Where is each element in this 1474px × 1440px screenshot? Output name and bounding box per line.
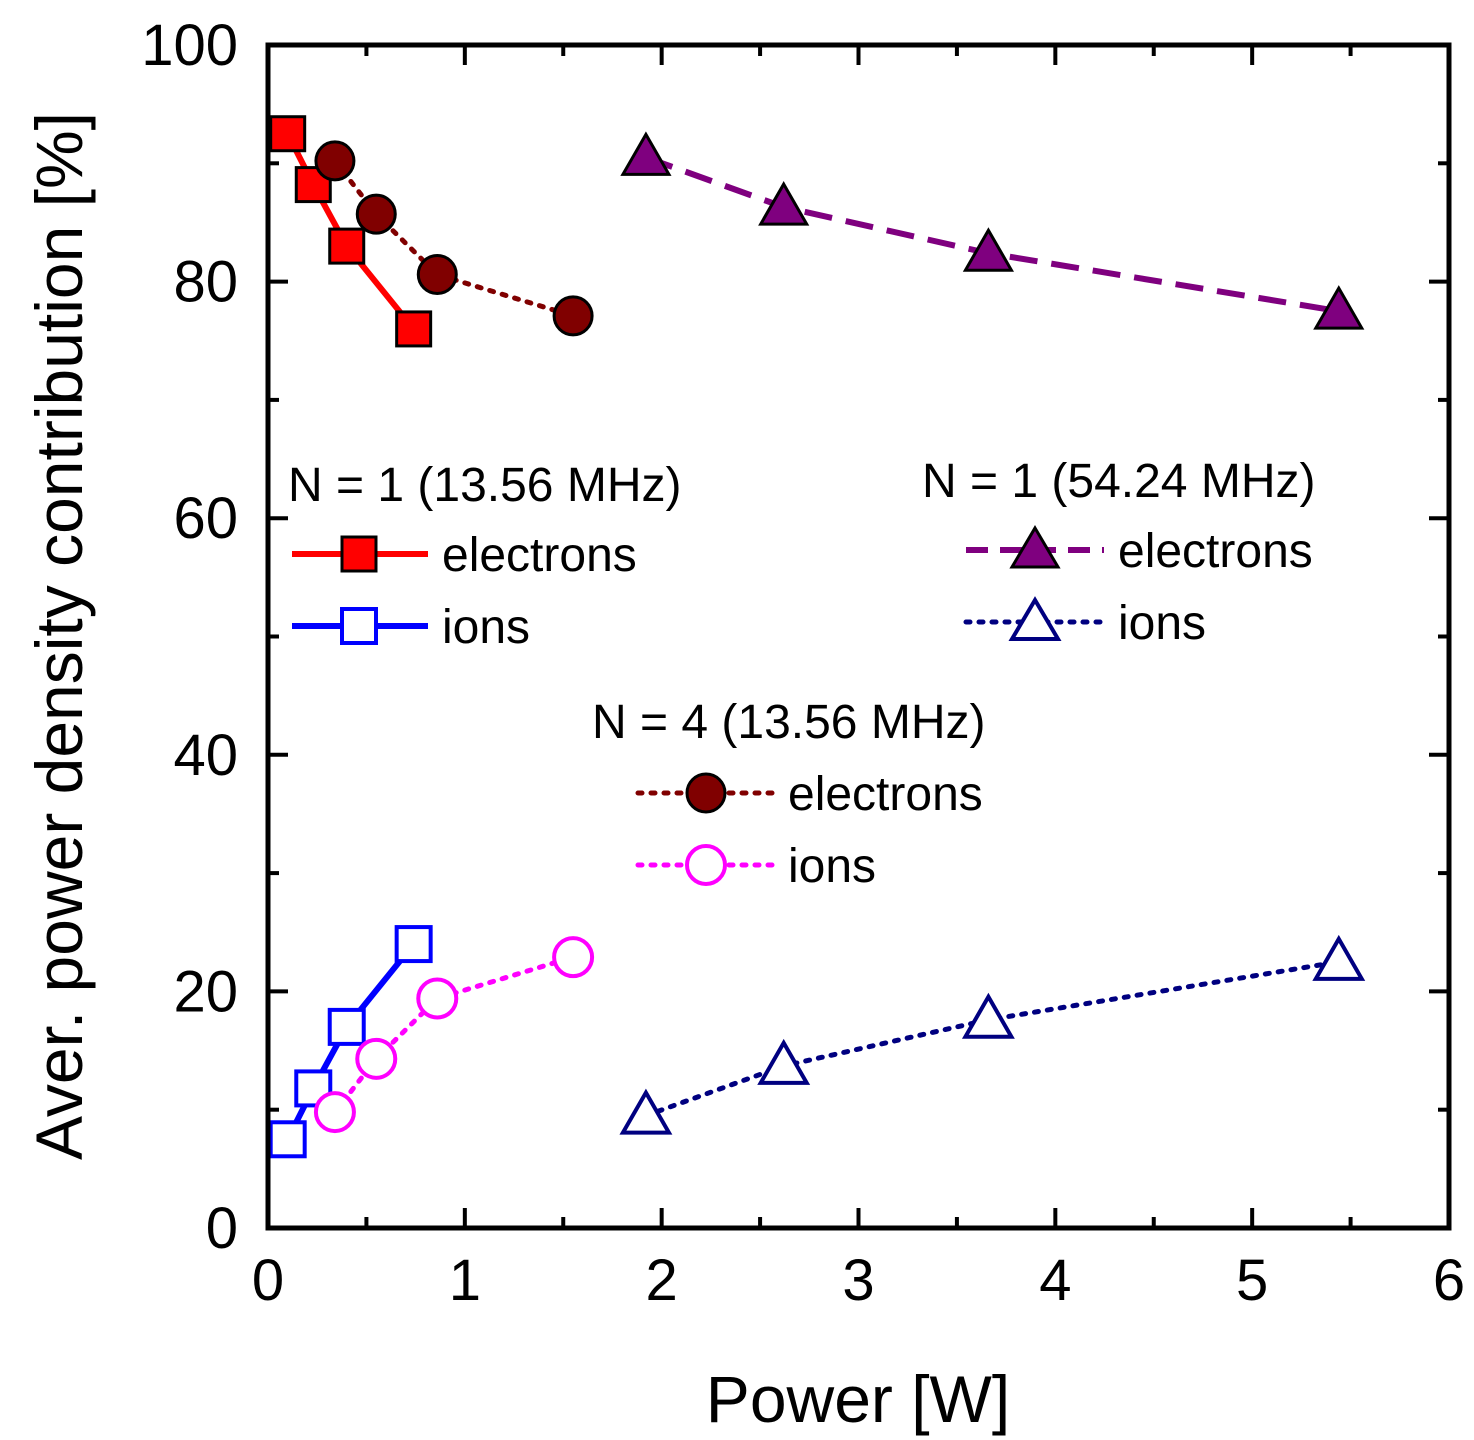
series-4-point — [552, 295, 594, 337]
legend-title-n4-13mhz: N = 4 (13.56 MHz) — [592, 696, 985, 749]
legend-label-n1-54mhz-electrons: electrons — [1118, 525, 1313, 578]
series-0 — [269, 115, 433, 348]
legend-label-n1-13mhz-electrons: electrons — [442, 529, 637, 582]
legend-n4-13mhz: N = 4 (13.56 MHz) electrons ions — [592, 696, 985, 893]
series-1-line — [285, 942, 416, 1141]
legend-label-n1-13mhz-ions: ions — [442, 601, 530, 654]
series-1-point — [268, 1120, 307, 1159]
series-4-line — [332, 158, 576, 319]
series-layer — [268, 115, 1366, 1159]
y-tick-label: 20 — [173, 959, 238, 1024]
series-3-point — [757, 1038, 811, 1085]
x-tick-label: 4 — [1039, 1248, 1071, 1313]
legend-title-n1-13mhz: N = 1 (13.56 MHz) — [288, 459, 681, 512]
legend-n1-13mhz: N = 1 (13.56 MHz) electrons ions — [288, 459, 681, 654]
series-0-point — [294, 166, 332, 204]
x-tick-label: 2 — [646, 1248, 678, 1313]
series-2-point — [1313, 285, 1365, 330]
legend-marker-n1-13mhz-electrons — [340, 535, 378, 573]
series-3-line — [643, 959, 1342, 1119]
series-2-point — [962, 227, 1015, 272]
series-0-point — [328, 227, 366, 265]
series-3-point — [1312, 934, 1366, 981]
y-tick-label: 100 — [141, 13, 238, 78]
y-tick-label: 0 — [206, 1196, 238, 1261]
series-3-point — [619, 1088, 673, 1135]
series-5-point — [552, 936, 595, 979]
legend-label-n4-13mhz-ions: ions — [788, 840, 876, 893]
series-5-line — [332, 954, 576, 1115]
series-3 — [619, 934, 1366, 1135]
y-axis-title: Aver. power density contribution [%] — [22, 112, 96, 1160]
series-4 — [314, 140, 594, 337]
series-0-line — [285, 132, 416, 331]
legend-marker-n1-54mhz-ions — [1008, 596, 1062, 641]
legend-marker-n1-13mhz-ions — [340, 607, 378, 645]
legend-title-n1-54mhz: N = 1 (54.24 MHz) — [922, 455, 1315, 508]
x-tick-label: 6 — [1433, 1248, 1465, 1313]
series-2-point — [620, 131, 672, 176]
x-tick-label: 5 — [1236, 1248, 1268, 1313]
legend-marker-n1-54mhz-electrons — [1009, 525, 1061, 569]
series-5-point — [313, 1091, 356, 1134]
series-2-point — [758, 181, 810, 226]
legend-marker-n4-13mhz-ions — [685, 844, 727, 886]
y-tick-label: 60 — [173, 486, 238, 551]
x-axis-title: Power [W] — [706, 1362, 1010, 1436]
series-1 — [268, 925, 433, 1159]
legend-marker-n4-13mhz-electrons — [685, 772, 727, 814]
series-5-point — [355, 1037, 398, 1080]
series-3-point — [961, 992, 1015, 1039]
series-4-point — [416, 254, 458, 296]
legend-n1-54mhz: N = 1 (54.24 MHz) electrons ions — [922, 455, 1315, 650]
series-1-point — [327, 1007, 366, 1046]
series-2 — [620, 131, 1365, 330]
series-0-point — [269, 115, 307, 153]
y-tick-label: 40 — [173, 723, 238, 788]
x-tick-label: 0 — [252, 1248, 284, 1313]
series-5-point — [416, 977, 459, 1020]
series-4-point — [355, 193, 397, 235]
x-tick-label: 3 — [842, 1248, 874, 1313]
series-1-point — [394, 925, 433, 964]
series-0-point — [395, 310, 433, 348]
series-4-point — [314, 140, 356, 182]
series-5 — [313, 936, 595, 1134]
y-tick-label: 80 — [173, 250, 238, 315]
legend-label-n1-54mhz-ions: ions — [1118, 597, 1206, 650]
legend-label-n4-13mhz-electrons: electrons — [788, 768, 983, 821]
x-tick-label: 1 — [449, 1248, 481, 1313]
